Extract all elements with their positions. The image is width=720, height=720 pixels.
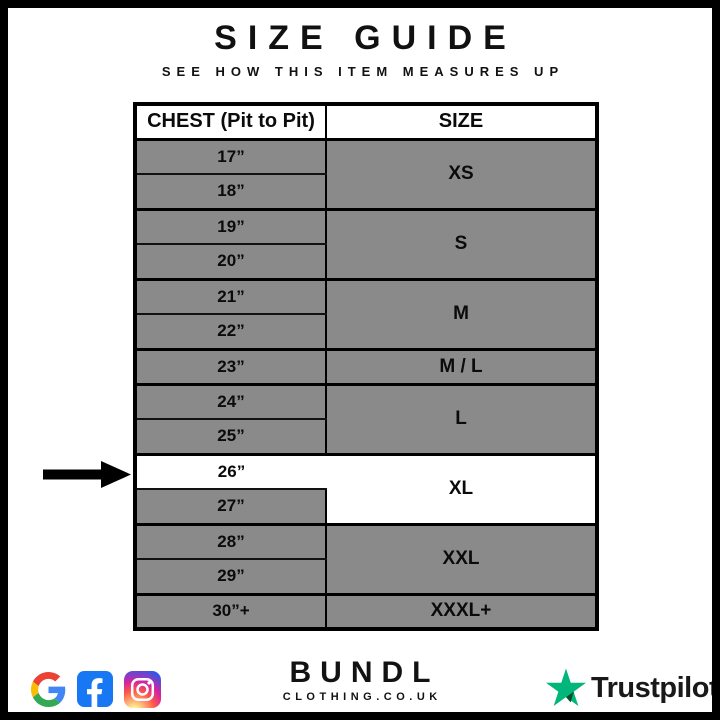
chest-cell: 17” — [135, 139, 326, 175]
chest-cell: 19” — [135, 209, 326, 245]
chest-cell: 29” — [135, 559, 326, 596]
chest-cell-highlighted: 26” — [135, 454, 326, 490]
table-row: 25” — [135, 419, 597, 456]
social-icons — [31, 670, 161, 708]
chest-cell: 27” — [135, 489, 327, 526]
size-cell: XXL — [325, 524, 597, 596]
chest-cell: 20” — [135, 244, 326, 281]
table-row: 19” S — [135, 209, 597, 281]
table-row: 18” — [135, 174, 597, 211]
table-row: 30”+ XXXL+ — [135, 594, 597, 629]
chest-cell: 21” — [135, 279, 326, 315]
chest-cell: 18” — [135, 174, 326, 211]
chest-cell: 23” — [135, 349, 326, 386]
table-row: 24” L — [135, 384, 597, 456]
chest-cell: 24” — [135, 384, 326, 420]
facebook-icon — [77, 671, 113, 707]
table-row-highlighted: 26” XL — [135, 454, 597, 526]
table-row: 28” XXL — [135, 524, 597, 596]
brand-name: BUNDL — [289, 656, 440, 689]
trustpilot-star-icon — [546, 668, 586, 706]
size-cell: M — [325, 279, 597, 351]
size-cell: L — [325, 384, 597, 456]
chest-column-header: CHEST (Pit to Pit) — [135, 104, 326, 141]
table-header-row: CHEST (Pit to Pit) SIZE — [135, 104, 597, 141]
size-cell: XS — [325, 139, 597, 211]
brand-logo: BUNDL CLOTHING.CO.UK — [283, 656, 437, 703]
brand-tagline: CLOTHING.CO.UK — [282, 691, 442, 703]
chest-cell: 22” — [135, 314, 326, 351]
size-cell-highlighted: XL — [326, 454, 597, 526]
instagram-icon — [124, 670, 161, 708]
page-subtitle: SEE HOW THIS ITEM MEASURES UP — [161, 64, 565, 79]
table-row: 21” M — [135, 279, 597, 351]
table-row: 27” — [135, 489, 597, 526]
size-cell: M / L — [325, 349, 597, 386]
size-cell: XXXL+ — [325, 594, 597, 629]
chest-cell: 30”+ — [135, 594, 326, 629]
table-row: 22” — [135, 314, 597, 351]
size-cell: S — [325, 209, 597, 281]
google-icon — [31, 671, 66, 707]
table-row: 29” — [135, 559, 597, 596]
size-column-header: SIZE — [325, 104, 597, 141]
chest-cell: 25” — [135, 419, 326, 456]
size-guide-table: CHEST (Pit to Pit) SIZE 17” XS 18” 19” S… — [133, 102, 599, 631]
chest-cell: 28” — [135, 524, 326, 560]
table-row: 23” M / L — [135, 349, 597, 386]
table-row: 17” XS — [135, 139, 597, 211]
trustpilot-label: Trustpilot — [591, 671, 719, 704]
arrow-right-icon — [43, 461, 131, 488]
page-title: SIZE GUIDE — [214, 19, 517, 57]
trustpilot-logo: Trustpilot — [546, 667, 719, 709]
table-row: 20” — [135, 244, 597, 281]
